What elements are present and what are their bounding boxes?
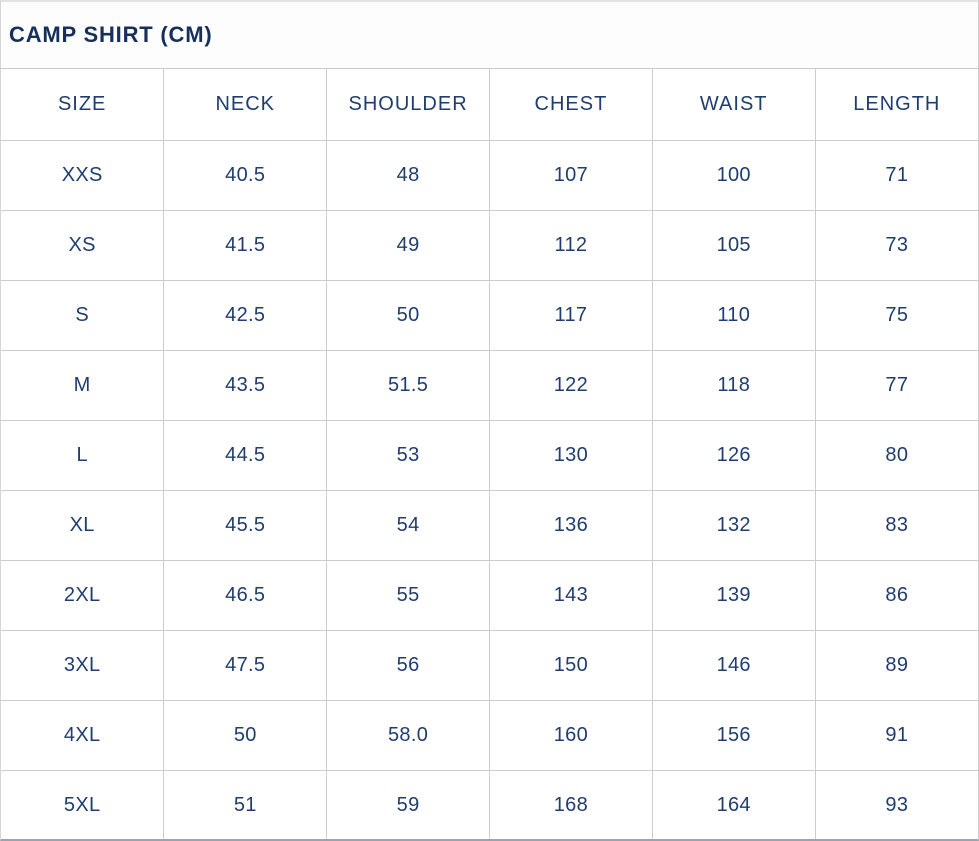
measurement-cell: 56 xyxy=(326,630,490,701)
measurement-cell: 107 xyxy=(488,140,653,211)
measurement-cell: 156 xyxy=(651,700,816,771)
measurement-cell: 59 xyxy=(326,770,490,839)
size-cell: XXS xyxy=(1,140,165,211)
measurement-cell: 47.5 xyxy=(163,630,328,701)
size-cell: S xyxy=(1,280,165,351)
measurement-cell: 46.5 xyxy=(163,560,328,631)
measurement-cell: 80 xyxy=(814,420,978,491)
measurement-cell: 75 xyxy=(814,280,978,351)
header-row: SIZE NECK SHOULDER CHEST WAIST LENGTH xyxy=(1,68,978,141)
table-row: 5XL 51 59 168 164 93 xyxy=(1,770,978,839)
measurement-cell: 139 xyxy=(651,560,816,631)
measurement-cell: 45.5 xyxy=(163,490,328,561)
table-row: S 42.5 50 117 110 75 xyxy=(1,280,978,351)
measurement-cell: 49 xyxy=(326,210,490,281)
measurement-cell: 58.0 xyxy=(326,700,490,771)
column-header-2: SHOULDER xyxy=(326,68,490,141)
size-cell: XS xyxy=(1,210,165,281)
measurement-cell: 118 xyxy=(651,350,816,421)
measurement-cell: 86 xyxy=(814,560,978,631)
measurement-cell: 73 xyxy=(814,210,978,281)
size-cell: M xyxy=(1,350,165,421)
size-cell: 3XL xyxy=(1,630,165,701)
measurement-cell: 51 xyxy=(163,770,328,839)
measurement-cell: 168 xyxy=(488,770,653,839)
measurement-cell: 54 xyxy=(326,490,490,561)
column-header-5: LENGTH xyxy=(814,68,978,141)
measurement-cell: 150 xyxy=(488,630,653,701)
measurement-cell: 160 xyxy=(488,700,653,771)
measurement-cell: 143 xyxy=(488,560,653,631)
measurement-cell: 105 xyxy=(651,210,816,281)
size-chart-table: SIZE NECK SHOULDER CHEST WAIST LENGTH XXS 40.5… xyxy=(1,68,978,839)
measurement-cell: 71 xyxy=(814,140,978,211)
measurement-cell: 122 xyxy=(488,350,653,421)
size-cell: 5XL xyxy=(1,770,165,839)
size-cell: 4XL xyxy=(1,700,165,771)
column-header-4: WAIST xyxy=(651,68,816,141)
column-header-1: NECK xyxy=(163,68,328,141)
measurement-cell: 51.5 xyxy=(326,350,490,421)
measurement-cell: 77 xyxy=(814,350,978,421)
measurement-cell: 43.5 xyxy=(163,350,328,421)
measurement-cell: 91 xyxy=(814,700,978,771)
measurement-cell: 164 xyxy=(651,770,816,839)
measurement-cell: 110 xyxy=(651,280,816,351)
measurement-cell: 53 xyxy=(326,420,490,491)
size-cell: 2XL xyxy=(1,560,165,631)
table-row: 4XL 50 58.0 160 156 91 xyxy=(1,700,978,771)
measurement-cell: 136 xyxy=(488,490,653,561)
table-row: XXS 40.5 48 107 100 71 xyxy=(1,140,978,211)
table-row: L 44.5 53 130 126 80 xyxy=(1,420,978,491)
size-chart-title: CAMP SHIRT (CM) xyxy=(9,22,213,47)
measurement-cell: 100 xyxy=(651,140,816,211)
table-body: XXS 40.5 48 107 100 71 XS 41.5 49 112 105 73 S 42.5 50… xyxy=(1,140,978,839)
table-row: 3XL 47.5 56 150 146 89 xyxy=(1,630,978,701)
measurement-cell: 130 xyxy=(488,420,653,491)
table-row: XL 45.5 54 136 132 83 xyxy=(1,490,978,561)
table-header: SIZE NECK SHOULDER CHEST WAIST LENGTH xyxy=(1,68,978,141)
table-row: M 43.5 51.5 122 118 77 xyxy=(1,350,978,421)
measurement-cell: 40.5 xyxy=(163,140,328,211)
measurement-cell: 132 xyxy=(651,490,816,561)
size-cell: XL xyxy=(1,490,165,561)
measurement-cell: 89 xyxy=(814,630,978,701)
measurement-cell: 117 xyxy=(488,280,653,351)
measurement-cell: 83 xyxy=(814,490,978,561)
table-row: XS 41.5 49 112 105 73 xyxy=(1,210,978,281)
measurement-cell: 112 xyxy=(488,210,653,281)
column-header-3: CHEST xyxy=(488,68,653,141)
size-chart-title-bar: CAMP SHIRT (CM) xyxy=(1,2,978,68)
measurement-cell: 93 xyxy=(814,770,978,839)
measurement-cell: 50 xyxy=(326,280,490,351)
measurement-cell: 126 xyxy=(651,420,816,491)
measurement-cell: 55 xyxy=(326,560,490,631)
size-cell: L xyxy=(1,420,165,491)
measurement-cell: 48 xyxy=(326,140,490,211)
column-header-0: SIZE xyxy=(1,68,165,141)
measurement-cell: 42.5 xyxy=(163,280,328,351)
table-row: 2XL 46.5 55 143 139 86 xyxy=(1,560,978,631)
measurement-cell: 146 xyxy=(651,630,816,701)
measurement-cell: 41.5 xyxy=(163,210,328,281)
measurement-cell: 50 xyxy=(163,700,328,771)
measurement-cell: 44.5 xyxy=(163,420,328,491)
